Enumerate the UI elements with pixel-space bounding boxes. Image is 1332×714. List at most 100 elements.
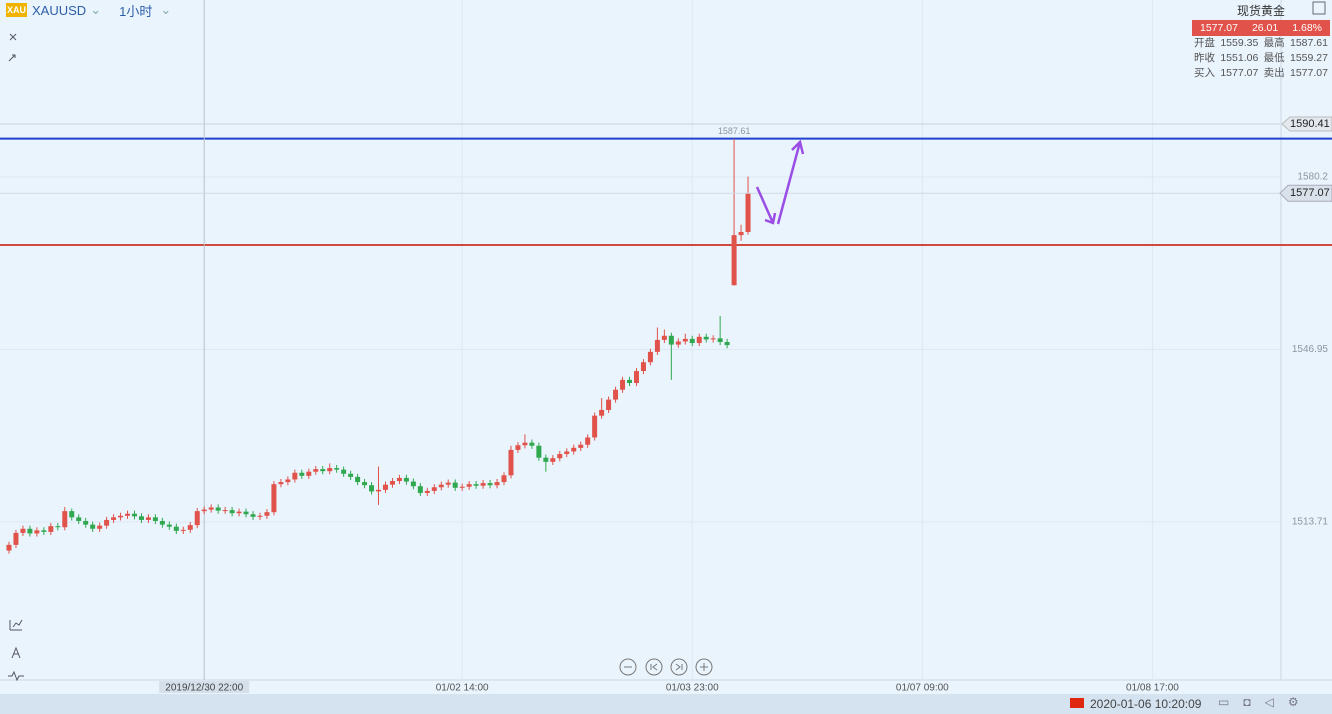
candle-body (668, 335, 674, 345)
crosshair-x-box (159, 681, 250, 693)
candle-body (410, 481, 416, 487)
status-icons[interactable]: ▭◘◁⚙ (1218, 695, 1313, 709)
candle-body (229, 510, 235, 514)
zoom-controls[interactable] (619, 658, 713, 676)
candle-body (180, 529, 186, 531)
candle-body (585, 437, 591, 445)
x-tick-label: 01/08 17:00 (1126, 683, 1179, 694)
x-tick-label: 01/07 09:00 (896, 683, 949, 694)
y-tick-label: 1513.71 (1292, 517, 1329, 528)
candle-body (145, 517, 151, 520)
candle-body (34, 530, 40, 534)
candle-body (334, 468, 340, 470)
candle-body (104, 519, 110, 526)
candle-body (710, 338, 716, 340)
candle-body (222, 510, 228, 512)
x-tick-label: 01/03 23:00 (666, 683, 719, 694)
y-tick-label: 1546.95 (1292, 344, 1329, 355)
candle-body (194, 511, 200, 526)
candle-body (529, 442, 535, 446)
candle-body (111, 517, 117, 520)
candle-body (27, 528, 33, 534)
candle-body (285, 479, 291, 483)
crosshair-y-box (1281, 116, 1332, 132)
candle-body (550, 458, 556, 462)
candle-body (682, 338, 688, 342)
quote-row: 开盘 1559.35 最高 1587.61 (1192, 36, 1330, 51)
quote-price-box: 1577.07 26.01 1.68% (1192, 20, 1330, 36)
candle-body (445, 482, 451, 485)
candle-body (313, 469, 319, 472)
quote-title: 现货黄金 (1236, 4, 1285, 18)
candle-body (431, 487, 437, 491)
candle-body (131, 513, 137, 517)
quote-value: 1559.27 (1290, 52, 1328, 64)
toolbar: XAU XAUUSD ⌄ 1小时 ⌄ (6, 2, 172, 19)
candle-body (90, 524, 96, 529)
quote-panel: 现货黄金 1577.07 26.01 1.68% 开盘 1559.35 最高 1587… (1192, 2, 1330, 81)
candle-body (606, 399, 612, 410)
candle-body (543, 457, 549, 462)
left-toolbar[interactable] (8, 619, 24, 682)
candle-body (13, 532, 19, 545)
candle-body (578, 444, 584, 448)
candle-body (355, 476, 361, 483)
candle-body (20, 528, 26, 533)
candle-body (125, 513, 131, 516)
chart: 1513.71 1546.95 1580.2 01/02 14:00 01/03 23:… (0, 0, 1332, 694)
last-price-label: 1577.07 (1290, 187, 1330, 199)
candle-body (243, 511, 249, 515)
flag (1070, 698, 1084, 708)
candle-body (633, 371, 639, 383)
quote-price: 1577.07 (1200, 22, 1238, 34)
symbol[interactable]: XAUUSD (32, 2, 87, 18)
candle-body (299, 472, 305, 476)
quote-value: 1559.35 (1220, 37, 1259, 49)
candle-body (724, 341, 730, 346)
quote-value: 1577.07 (1220, 67, 1259, 79)
candle-body (320, 469, 326, 472)
quote-change-pct: 1.68% (1292, 22, 1322, 34)
candle-body (564, 451, 570, 455)
candle-body (627, 379, 633, 383)
candle-body (159, 520, 165, 525)
candle-body (341, 469, 347, 474)
candle-body (515, 445, 521, 450)
candle-body (536, 445, 542, 458)
candle-body (487, 483, 493, 486)
crosshair-x-label: 2019/12/30 22:00 (165, 683, 243, 694)
candle-body (348, 473, 354, 477)
candle-body (382, 484, 388, 490)
tool-icons[interactable] (8, 33, 17, 62)
candle-body (83, 520, 89, 525)
quote-change: 26.01 (1251, 22, 1279, 34)
symbol-icon: XAU (6, 3, 28, 17)
quote-label: 开盘 (1194, 37, 1215, 49)
candle-body (620, 379, 626, 390)
candle-body (599, 409, 605, 416)
panel-toggle[interactable] (1312, 1, 1326, 15)
candle-body (152, 517, 158, 521)
candle-body (703, 336, 709, 340)
quote-label: 买入 (1194, 67, 1215, 79)
interval[interactable]: 1小时 (119, 3, 153, 19)
candle-body (236, 511, 242, 514)
status-bar: 2020-01-06 10:20:09 ▭◘◁⚙ (0, 694, 1332, 714)
candle-body (508, 449, 514, 476)
candle-body (48, 526, 54, 532)
candle-body (55, 526, 61, 528)
candle-body (118, 515, 124, 518)
candle-body (731, 235, 737, 286)
candle-body (717, 338, 723, 342)
candle-body (173, 526, 179, 531)
candle-body (389, 481, 395, 485)
candle-body (689, 338, 695, 344)
candle-body (376, 489, 382, 492)
quote-row: 昨收 1551.06 最低 1559.27 (1192, 51, 1330, 66)
candle-body (738, 232, 744, 236)
candle-body (208, 507, 214, 510)
candle-body (438, 484, 444, 488)
candle-body (571, 447, 577, 452)
candle-body (369, 485, 375, 492)
